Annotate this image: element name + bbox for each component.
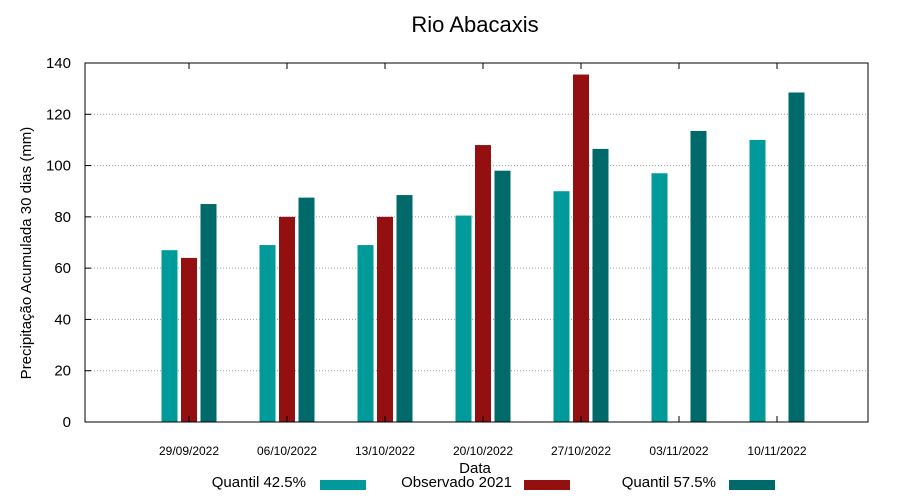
y-tick-label: 120 xyxy=(46,106,71,123)
x-tick-label: 20/10/2022 xyxy=(453,444,513,458)
y-tick-label: 140 xyxy=(46,55,71,72)
x-tick-label: 27/10/2022 xyxy=(551,444,611,458)
bar xyxy=(259,245,276,422)
bars xyxy=(161,74,805,423)
legend-swatch xyxy=(524,480,570,490)
y-tick-label: 40 xyxy=(54,311,71,328)
x-tick-label: 29/09/2022 xyxy=(159,444,219,458)
y-tick-label: 60 xyxy=(54,260,71,277)
y-tick-label: 20 xyxy=(54,363,71,380)
bar xyxy=(592,148,609,422)
bar xyxy=(161,250,178,422)
bar xyxy=(298,197,315,422)
legend: Quantil 42.5% Observado 2021 Quantil 57.… xyxy=(0,474,900,496)
bar xyxy=(494,170,511,422)
legend-label: Observado 2021 xyxy=(401,474,512,491)
bar xyxy=(455,215,472,422)
bar xyxy=(279,216,295,422)
y-tick-label: 80 xyxy=(54,209,71,226)
y-axis-label: Precipitação Acumulada 30 dias (mm) xyxy=(18,127,35,380)
y-axis-ticks: 0 20 40 60 80 100 120 140 xyxy=(46,55,91,431)
bar xyxy=(749,139,766,422)
plot-frame xyxy=(84,62,869,423)
x-tick-label: 13/10/2022 xyxy=(355,444,415,458)
legend-swatch xyxy=(320,480,366,490)
legend-label: Quantil 42.5% xyxy=(211,474,306,491)
x-tick-label: 03/11/2022 xyxy=(649,444,708,458)
bar xyxy=(396,195,413,422)
chart-title: Rio Abacaxis xyxy=(411,12,538,37)
bar xyxy=(553,191,570,422)
bar xyxy=(573,74,589,423)
legend-swatch xyxy=(729,480,775,490)
bar xyxy=(475,145,491,423)
x-tick-label: 06/10/2022 xyxy=(257,444,317,458)
bar xyxy=(181,257,197,422)
y-tick-label: 100 xyxy=(46,158,71,175)
bar xyxy=(651,173,668,422)
x-tick-label: 10/11/2022 xyxy=(747,444,806,458)
y-tick-label: 0 xyxy=(63,414,71,431)
bar xyxy=(690,130,707,423)
x-axis-label: Data xyxy=(459,460,491,477)
bar xyxy=(357,245,374,422)
x-axis-ticks: 29/09/2022 06/10/2022 13/10/2022 20/10/2022… xyxy=(159,63,807,458)
legend-label: Quantil 57.5% xyxy=(621,474,716,491)
bar xyxy=(200,204,217,422)
bar xyxy=(377,216,393,422)
bar xyxy=(788,92,805,422)
